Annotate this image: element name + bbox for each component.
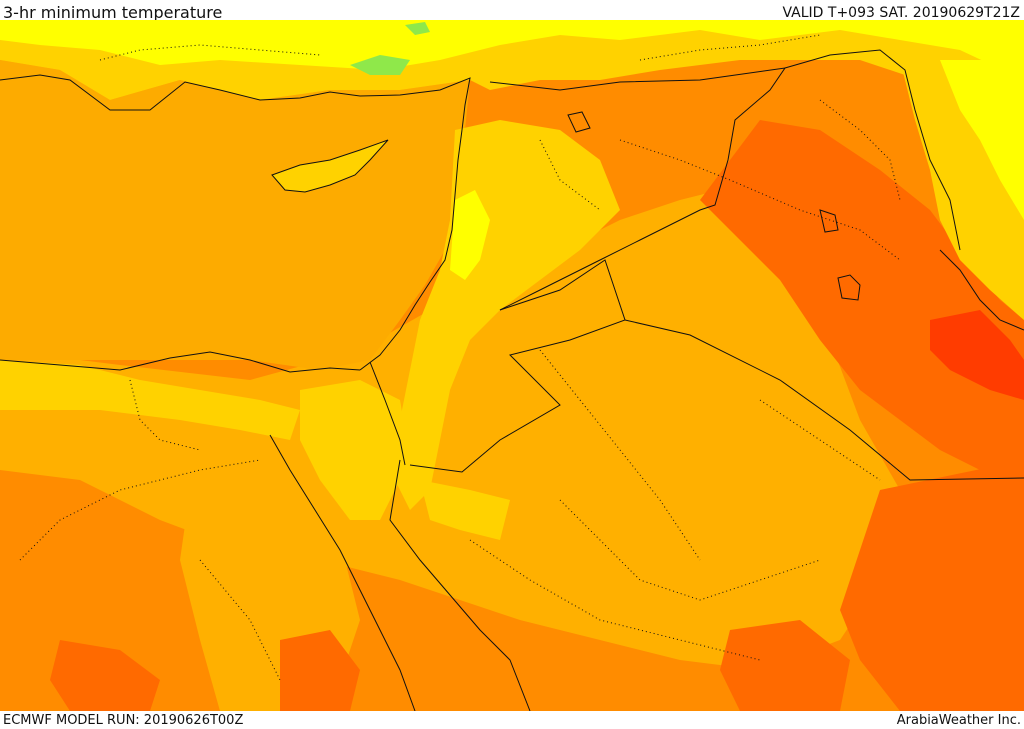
red-hot-zone [930,310,1024,400]
gulf-coastline [939,249,1024,331]
sinai-gold [300,380,410,520]
footer-bar: ECMWF MODEL RUN: 20190626T00Z ArabiaWeat… [0,711,1024,729]
red-sea-coast-east [389,459,531,711]
dark-orange-southwest [50,640,160,711]
red-sea-coast-west [269,434,416,711]
credit-label: ArabiaWeather Inc. [896,713,1021,728]
dark-orange-center-south [720,620,850,711]
header-bar: 3-hr minimum temperature VALID T+093 SAT… [0,0,1024,22]
valid-time: VALID T+093 SAT. 20190629T21Z [782,5,1020,21]
lake-shape-2 [837,274,861,301]
admin-borders [19,34,901,681]
levant-coastline [359,129,463,371]
jordan-border [409,259,626,473]
saudi-iraq-border [624,319,1024,481]
syria-iraq-border [489,67,787,311]
levant-gold-strip [395,120,620,510]
egypt-coastline [0,351,361,373]
east-bright-yellow [940,60,1024,220]
sinai-border [369,361,406,466]
egypt-coast-gold [0,360,300,440]
dark-orange-southeast [840,460,1024,711]
iran-border [784,49,961,251]
med-north-coastline [0,74,471,131]
arabia-gold [420,480,510,540]
cyprus-island [271,139,389,193]
light-orange-zone [0,180,900,670]
north-green-patch-2 [405,22,430,35]
levant-yellow-highlands [450,190,490,280]
map-title: 3-hr minimum temperature [3,3,223,22]
north-green-patch [350,55,410,75]
model-run-label: ECMWF MODEL RUN: 20190626T00Z [3,713,244,728]
dark-orange-east [700,120,1024,490]
north-bright-yellow [0,20,1024,80]
dark-orange-south [280,630,360,711]
lake-shape-3 [567,111,591,133]
lake-shape-1 [819,209,839,233]
temperature-map [0,20,1024,711]
mediterranean-sea [0,60,470,370]
